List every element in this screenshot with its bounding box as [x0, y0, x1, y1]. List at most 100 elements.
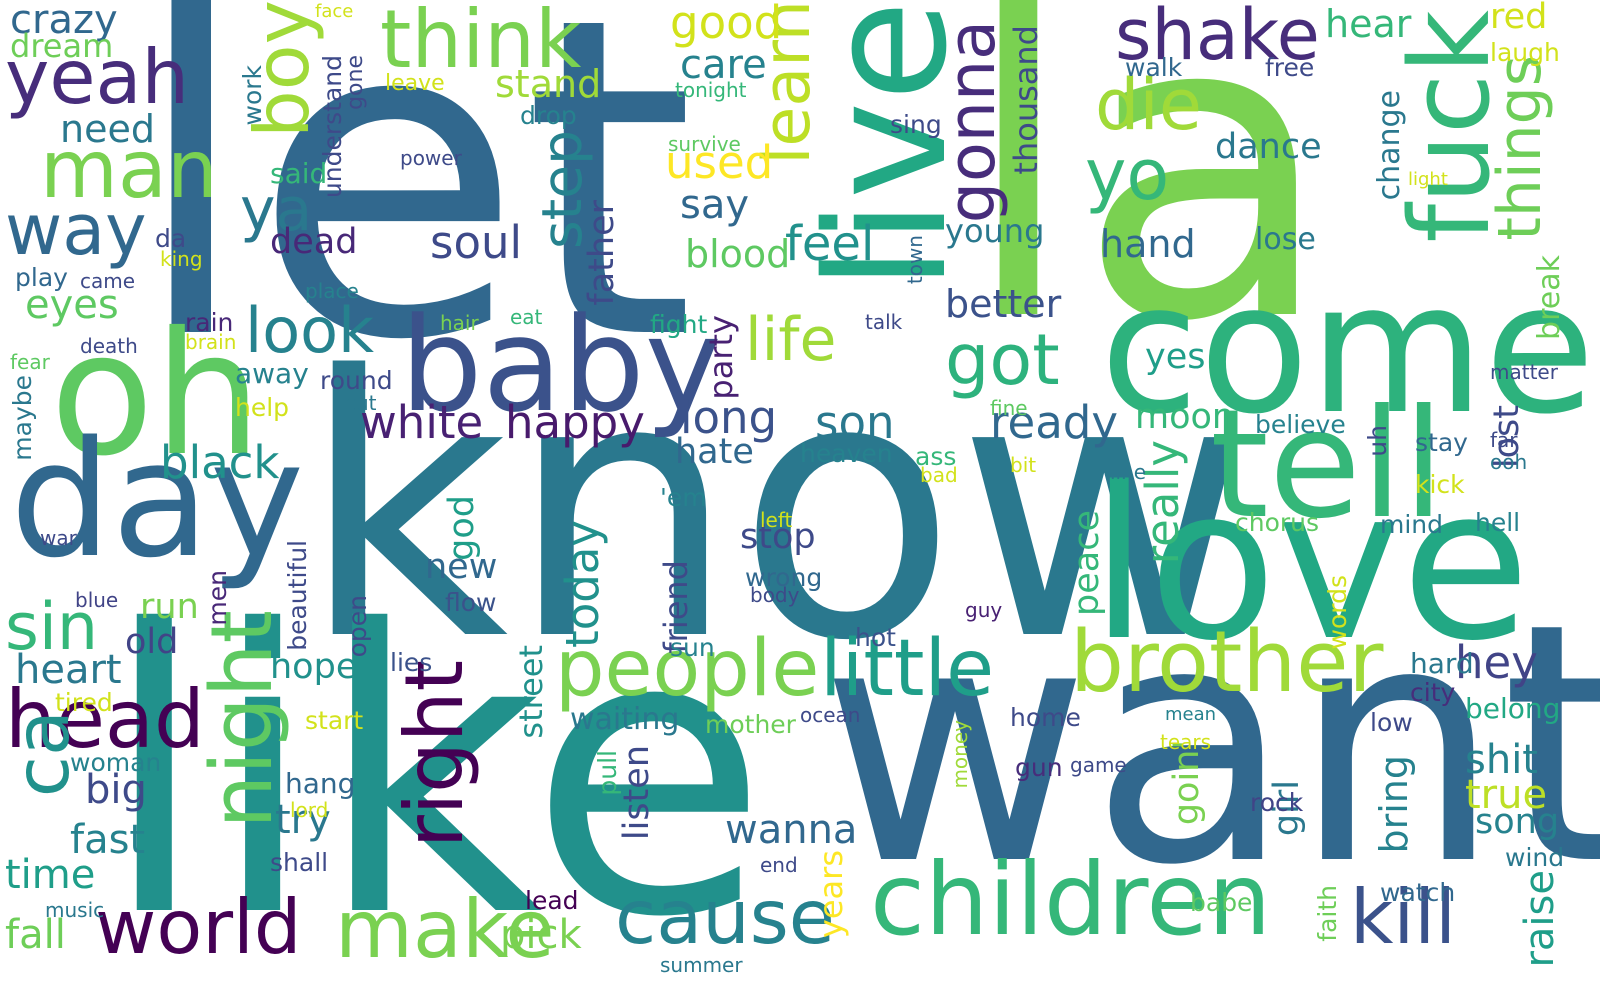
word-son: son [815, 396, 895, 449]
word-used: used [665, 136, 774, 189]
word-shit: shit [1465, 737, 1538, 783]
word-ocean: ocean [800, 703, 861, 727]
word-let: let [130, 0, 696, 436]
word-believe: believe [1255, 410, 1346, 439]
word-em: 'em [660, 483, 707, 512]
word-start: start [305, 706, 364, 735]
word-true: true [1465, 772, 1548, 818]
word-tears: tears [1160, 730, 1212, 754]
word-far: far [1490, 428, 1518, 452]
word-try: try [275, 797, 331, 843]
word-want: want [820, 553, 1600, 937]
word-fear: fear [10, 350, 50, 374]
word-walk: walk [1125, 53, 1183, 82]
word-uh: uh [1363, 425, 1392, 457]
word-hate: hate [675, 432, 754, 472]
word-love: love [1090, 442, 1531, 687]
word-chorus: chorus [1235, 508, 1320, 537]
word-break: break [1532, 255, 1567, 340]
word-fast: fast [70, 817, 146, 863]
word-world: world [95, 883, 302, 971]
word-said: said [270, 157, 328, 190]
word-away: away [235, 357, 309, 390]
word-new: new [425, 547, 498, 587]
word-bring: bring [1372, 755, 1416, 854]
word-face: face [315, 1, 354, 22]
word-laugh: laugh [1490, 38, 1560, 67]
word-song: song [1475, 802, 1560, 842]
word-summer: summer [660, 953, 743, 977]
word-faith: faith [1313, 885, 1342, 942]
word-guy: guy [965, 598, 1003, 622]
word-think: think [380, 0, 582, 86]
word-body: body [750, 583, 800, 607]
word-long: long [680, 391, 778, 444]
word-night: night [193, 610, 292, 829]
word-gone: gone [343, 55, 368, 110]
word-sun: sun [670, 633, 715, 662]
word-game: game [1070, 753, 1127, 777]
word-cut: cut [345, 391, 377, 415]
word-years: years [812, 850, 850, 939]
word-peace: peace [1067, 510, 1107, 616]
word-hey: hey [1455, 636, 1538, 689]
word-lies: lies [390, 648, 433, 677]
word-feel: feel [785, 216, 875, 272]
word-ass: ass [915, 442, 957, 471]
word-got: got [945, 319, 1060, 401]
word-hope: hope [270, 647, 358, 687]
word-red: red [1490, 0, 1548, 37]
word-like: like [100, 548, 769, 1000]
word-today: today [556, 520, 609, 648]
word-hard: hard [1410, 647, 1474, 680]
word-happy: happy [505, 396, 645, 449]
word-mind: mind [1380, 510, 1444, 539]
word-free: free [1265, 53, 1315, 82]
word-place: place [305, 279, 359, 303]
word-right: right [388, 660, 481, 848]
word-open: open [343, 595, 372, 658]
word-home: home [1010, 703, 1081, 732]
word-gonna: gonna [935, 20, 1010, 224]
word-talk: talk [865, 310, 903, 334]
word-kick: kick [1415, 470, 1465, 499]
word-drop: drop [520, 101, 577, 130]
word-pull: pull [593, 750, 622, 796]
word-god: god [442, 495, 482, 561]
word-really: really [1136, 440, 1189, 565]
word-brother: brother [1070, 613, 1384, 712]
word-flow: flow [445, 588, 497, 617]
word-yes: yes [1145, 337, 1206, 377]
word-survive: survive [668, 132, 741, 156]
word-yo: yo [1085, 134, 1170, 216]
word-bad: bad [920, 463, 958, 487]
word-round: round [320, 366, 393, 395]
word-maybe: maybe [8, 375, 37, 461]
word-soul: soul [430, 216, 522, 269]
word-death: death [80, 334, 138, 358]
word-stop: stop [740, 517, 816, 557]
word-white: white [360, 396, 484, 449]
word-matter: matter [1490, 360, 1558, 384]
word-came: came [80, 269, 136, 293]
word-play: play [15, 263, 68, 292]
word-listen: listen [617, 745, 657, 841]
word-stay: stay [1415, 428, 1468, 457]
word-oh: oh [50, 296, 262, 494]
word-baby: baby [400, 289, 722, 441]
word-help: help [235, 393, 290, 422]
word-town: town [903, 235, 927, 285]
word-hand: hand [1100, 222, 1196, 266]
word-blood: blood [685, 232, 791, 276]
word-hang: hang [285, 767, 356, 800]
word-big: big [85, 767, 147, 813]
word-raise: raise [1517, 870, 1563, 968]
word-lord: lord [290, 798, 329, 822]
word-die: die [1095, 64, 1202, 146]
word-way: way [5, 189, 147, 271]
word-run: run [140, 587, 199, 627]
word-blue: blue [75, 588, 119, 612]
word-dance: dance [1215, 127, 1322, 167]
word-tonight: tonight [675, 78, 747, 102]
word-light: light [1408, 169, 1448, 190]
